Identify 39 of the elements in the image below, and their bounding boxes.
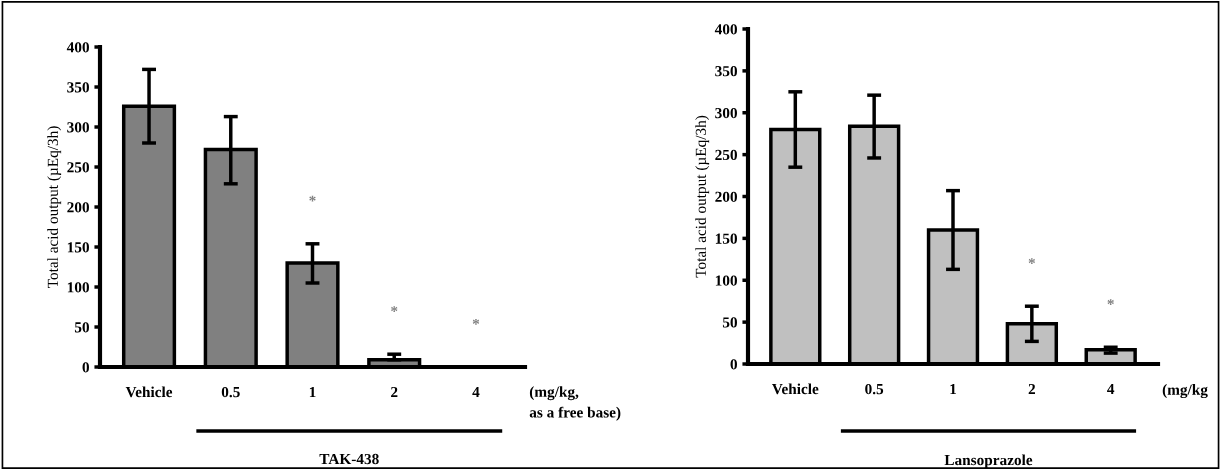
y-tick-label: 200 [67,202,89,213]
annotation: * [1107,299,1114,305]
x-tick-label: 2 [1028,383,1036,395]
y-tick-label: 200 [715,191,737,202]
y-tick-label: 150 [715,233,737,244]
x-tick-label: 4 [472,386,480,398]
y-tick-label: 100 [67,282,89,293]
y-tick-label: 350 [67,82,89,93]
y-tick-label: 0 [82,362,89,373]
x-tick-label: 0.5 [221,386,240,398]
y-tick-label: 400 [714,24,737,35]
x-axis-title: Lansoprazole [944,454,1033,469]
y-tick-label: 150 [67,242,89,253]
y-tick-label: 100 [715,275,737,286]
annotation: * [309,195,316,202]
annotation: * [472,318,480,325]
y-tick-label: 50 [722,317,737,328]
y-tick-label: 250 [67,162,89,173]
y-tick-label: 300 [67,122,89,133]
text: (mg/kg [1162,384,1208,399]
x-tick-label: Vehicle [125,386,173,398]
y-tick-label: 350 [715,66,737,77]
x-tick-label: 0.5 [865,383,884,395]
x-axis-title: TAK-438 [319,453,379,465]
y-axis-title: Total acid output (µEq/3h) [695,115,710,278]
x-tick-label: 2 [391,386,398,398]
y-tick-label: 50 [74,322,89,333]
annotation: * [1028,258,1036,264]
x-tick-label: 4 [1107,383,1115,395]
annotation: * [391,306,398,312]
y-tick-label: 300 [715,107,737,119]
x-tick-label: 1 [950,383,957,395]
text: (mg/kg, as a free base) [529,386,621,421]
y-tick-label: 0 [730,359,737,370]
y-tick-label: 400 [66,42,89,53]
x-tick-label: 1 [309,386,316,398]
x-tick-label: Vehicle [771,383,819,395]
y-axis-title: Total acid output (µEq/3h) [47,126,62,289]
y-tick-label: 250 [715,149,737,161]
